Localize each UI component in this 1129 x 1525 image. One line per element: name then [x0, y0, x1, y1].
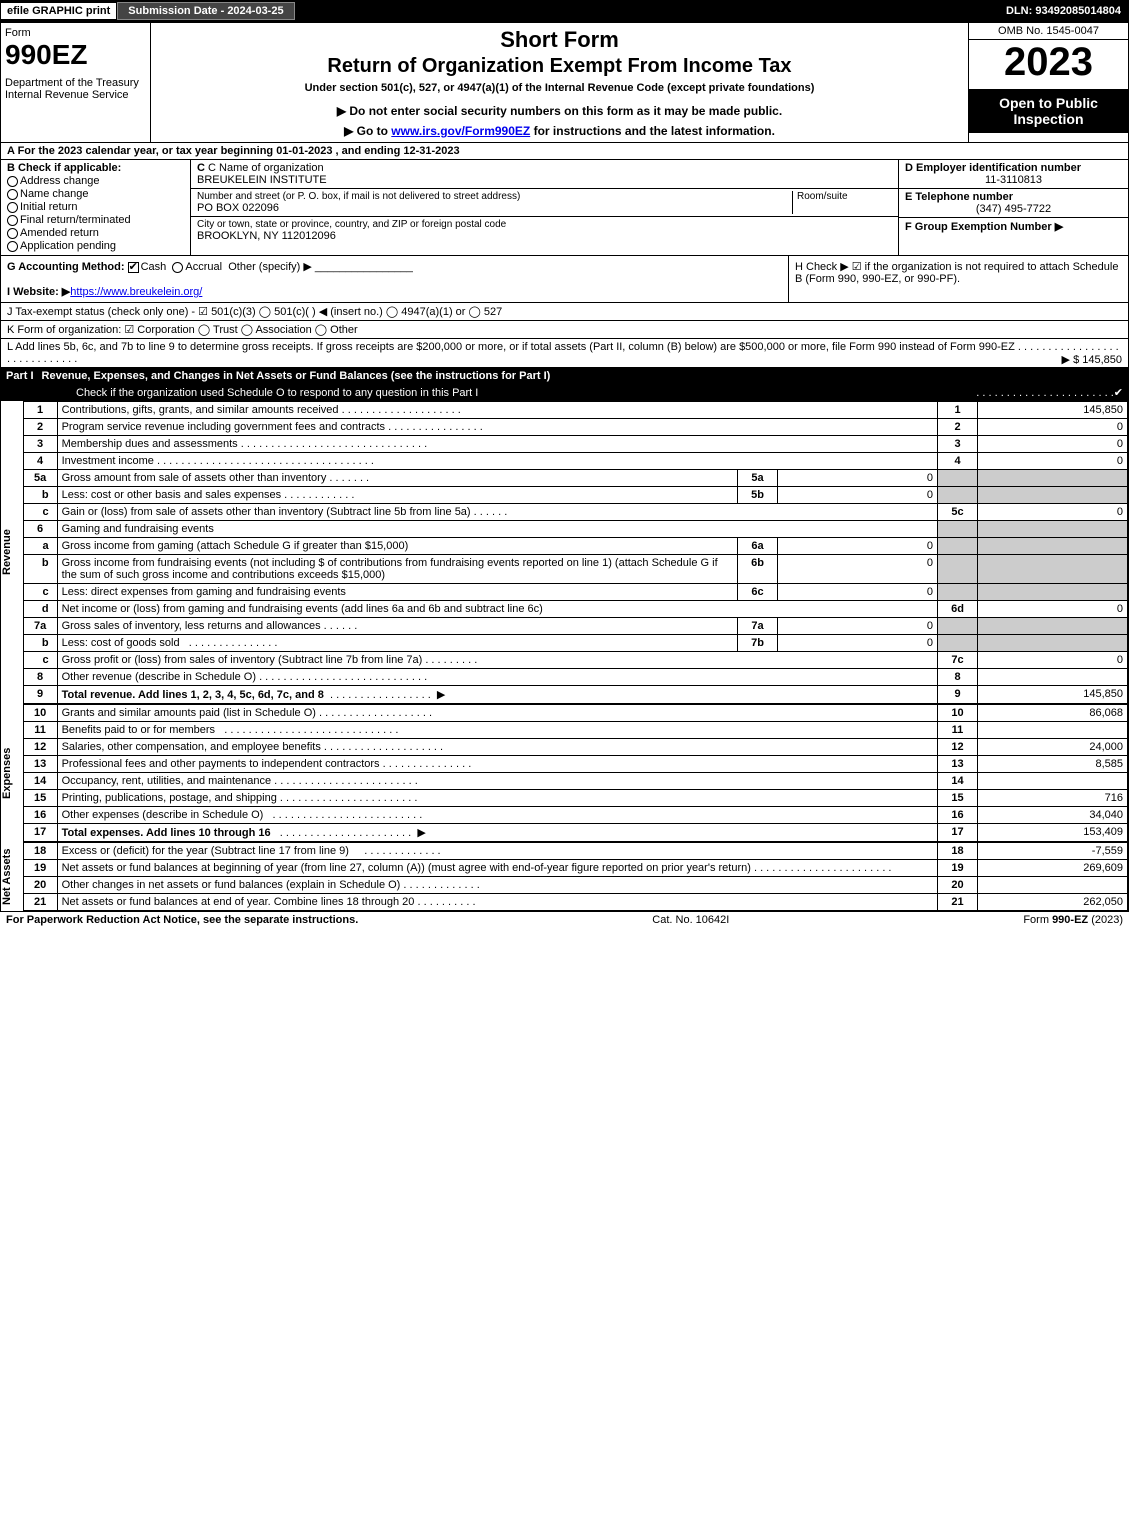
short-form-title: Short Form — [155, 27, 964, 53]
row-a: A For the 2023 calendar year, or tax yea… — [0, 143, 1129, 160]
website-link[interactable]: https://www.breukelein.org/ — [70, 286, 202, 298]
revenue-label: Revenue — [1, 401, 23, 704]
return-title: Return of Organization Exempt From Incom… — [155, 55, 964, 78]
goto-note: ▶ Go to www.irs.gov/Form990EZ for instru… — [155, 124, 964, 138]
under-section: Under section 501(c), 527, or 4947(a)(1)… — [155, 82, 964, 94]
efile-button[interactable]: efile GRAPHIC print — [0, 2, 117, 20]
org-address: PO BOX 022096 — [197, 202, 792, 214]
ssn-note: ▶ Do not enter social security numbers o… — [155, 104, 964, 118]
c-name-label: C C Name of organization — [197, 162, 892, 174]
part-1-sub: Check if the organization used Schedule … — [0, 384, 1129, 401]
chk-initial-return[interactable]: Initial return — [7, 201, 184, 213]
chk-application-pending[interactable]: Application pending — [7, 240, 184, 252]
f-label: F Group Exemption Number ▶ — [905, 220, 1122, 233]
expenses-label: Expenses — [1, 704, 23, 842]
e-label: E Telephone number — [905, 191, 1122, 203]
net-assets-label: Net Assets — [1, 842, 23, 911]
tax-year: 2023 — [969, 40, 1128, 85]
schedule-o-check[interactable]: ✔ — [1114, 386, 1123, 399]
chk-cash[interactable] — [128, 262, 139, 273]
g-accounting: G Accounting Method: Cash Accrual Other … — [7, 260, 782, 273]
submission-date: Submission Date - 2024-03-25 — [117, 2, 294, 20]
irs-link[interactable]: www.irs.gov/Form990EZ — [391, 124, 530, 138]
expenses-table: 10Grants and similar amounts paid (list … — [23, 704, 1128, 842]
h-check: H Check ▶ ☑ if the organization is not r… — [788, 256, 1128, 302]
chk-final-return[interactable]: Final return/terminated — [7, 214, 184, 226]
row-j: J Tax-exempt status (check only one) - ☑… — [0, 303, 1129, 321]
form-ref: Form 990-EZ (2023) — [1023, 914, 1123, 926]
section-b-to-h: B Check if applicable: Address change Na… — [0, 160, 1129, 256]
goto-post: for instructions and the latest informat… — [530, 124, 775, 138]
chk-amended-return[interactable]: Amended return — [7, 227, 184, 239]
c-addr-label: Number and street (or P. O. box, if mail… — [197, 191, 792, 202]
room-suite-label: Room/suite — [792, 191, 892, 214]
revenue-table: 1Contributions, gifts, grants, and simil… — [23, 401, 1128, 704]
d-label: D Employer identification number — [905, 162, 1122, 174]
org-name: BREUKELEIN INSTITUTE — [197, 174, 892, 186]
chk-accrual[interactable] — [172, 262, 183, 273]
row-g-h: G Accounting Method: Cash Accrual Other … — [0, 256, 1129, 303]
c-city-label: City or town, state or province, country… — [197, 219, 892, 230]
omb-number: OMB No. 1545-0047 — [969, 23, 1128, 40]
paperwork-notice: For Paperwork Reduction Act Notice, see … — [6, 914, 358, 926]
expenses-section: Expenses 10Grants and similar amounts pa… — [0, 704, 1129, 842]
cat-no: Cat. No. 10642I — [652, 914, 729, 926]
form-label: Form — [5, 27, 146, 39]
telephone: (347) 495-7722 — [905, 203, 1122, 215]
net-assets-section: Net Assets 18Excess or (deficit) for the… — [0, 842, 1129, 911]
row-k: K Form of organization: ☑ Corporation ◯ … — [0, 321, 1129, 339]
form-header: Form 990EZ Department of the Treasury In… — [0, 22, 1129, 143]
form-number: 990EZ — [5, 39, 146, 71]
open-public: Open to Public Inspection — [969, 89, 1128, 133]
top-bar: efile GRAPHIC print Submission Date - 20… — [0, 0, 1129, 22]
part-1-header: Part I Revenue, Expenses, and Changes in… — [0, 368, 1129, 384]
net-assets-table: 18Excess or (deficit) for the year (Subt… — [23, 842, 1128, 911]
footer: For Paperwork Reduction Act Notice, see … — [0, 911, 1129, 928]
b-title: B Check if applicable: — [7, 162, 184, 174]
dln: DLN: 93492085014804 — [998, 3, 1129, 19]
row-l: L Add lines 5b, 6c, and 7b to line 9 to … — [0, 339, 1129, 368]
org-city: BROOKLYN, NY 112012096 — [197, 230, 892, 242]
ein: 11-3110813 — [905, 174, 1122, 186]
i-website: I Website: ▶https://www.breukelein.org/ — [7, 285, 782, 298]
chk-address-change[interactable]: Address change — [7, 175, 184, 187]
chk-name-change[interactable]: Name change — [7, 188, 184, 200]
department: Department of the Treasury Internal Reve… — [5, 77, 146, 101]
goto-pre: ▶ Go to — [344, 124, 391, 138]
revenue-section: Revenue 1Contributions, gifts, grants, a… — [0, 401, 1129, 704]
